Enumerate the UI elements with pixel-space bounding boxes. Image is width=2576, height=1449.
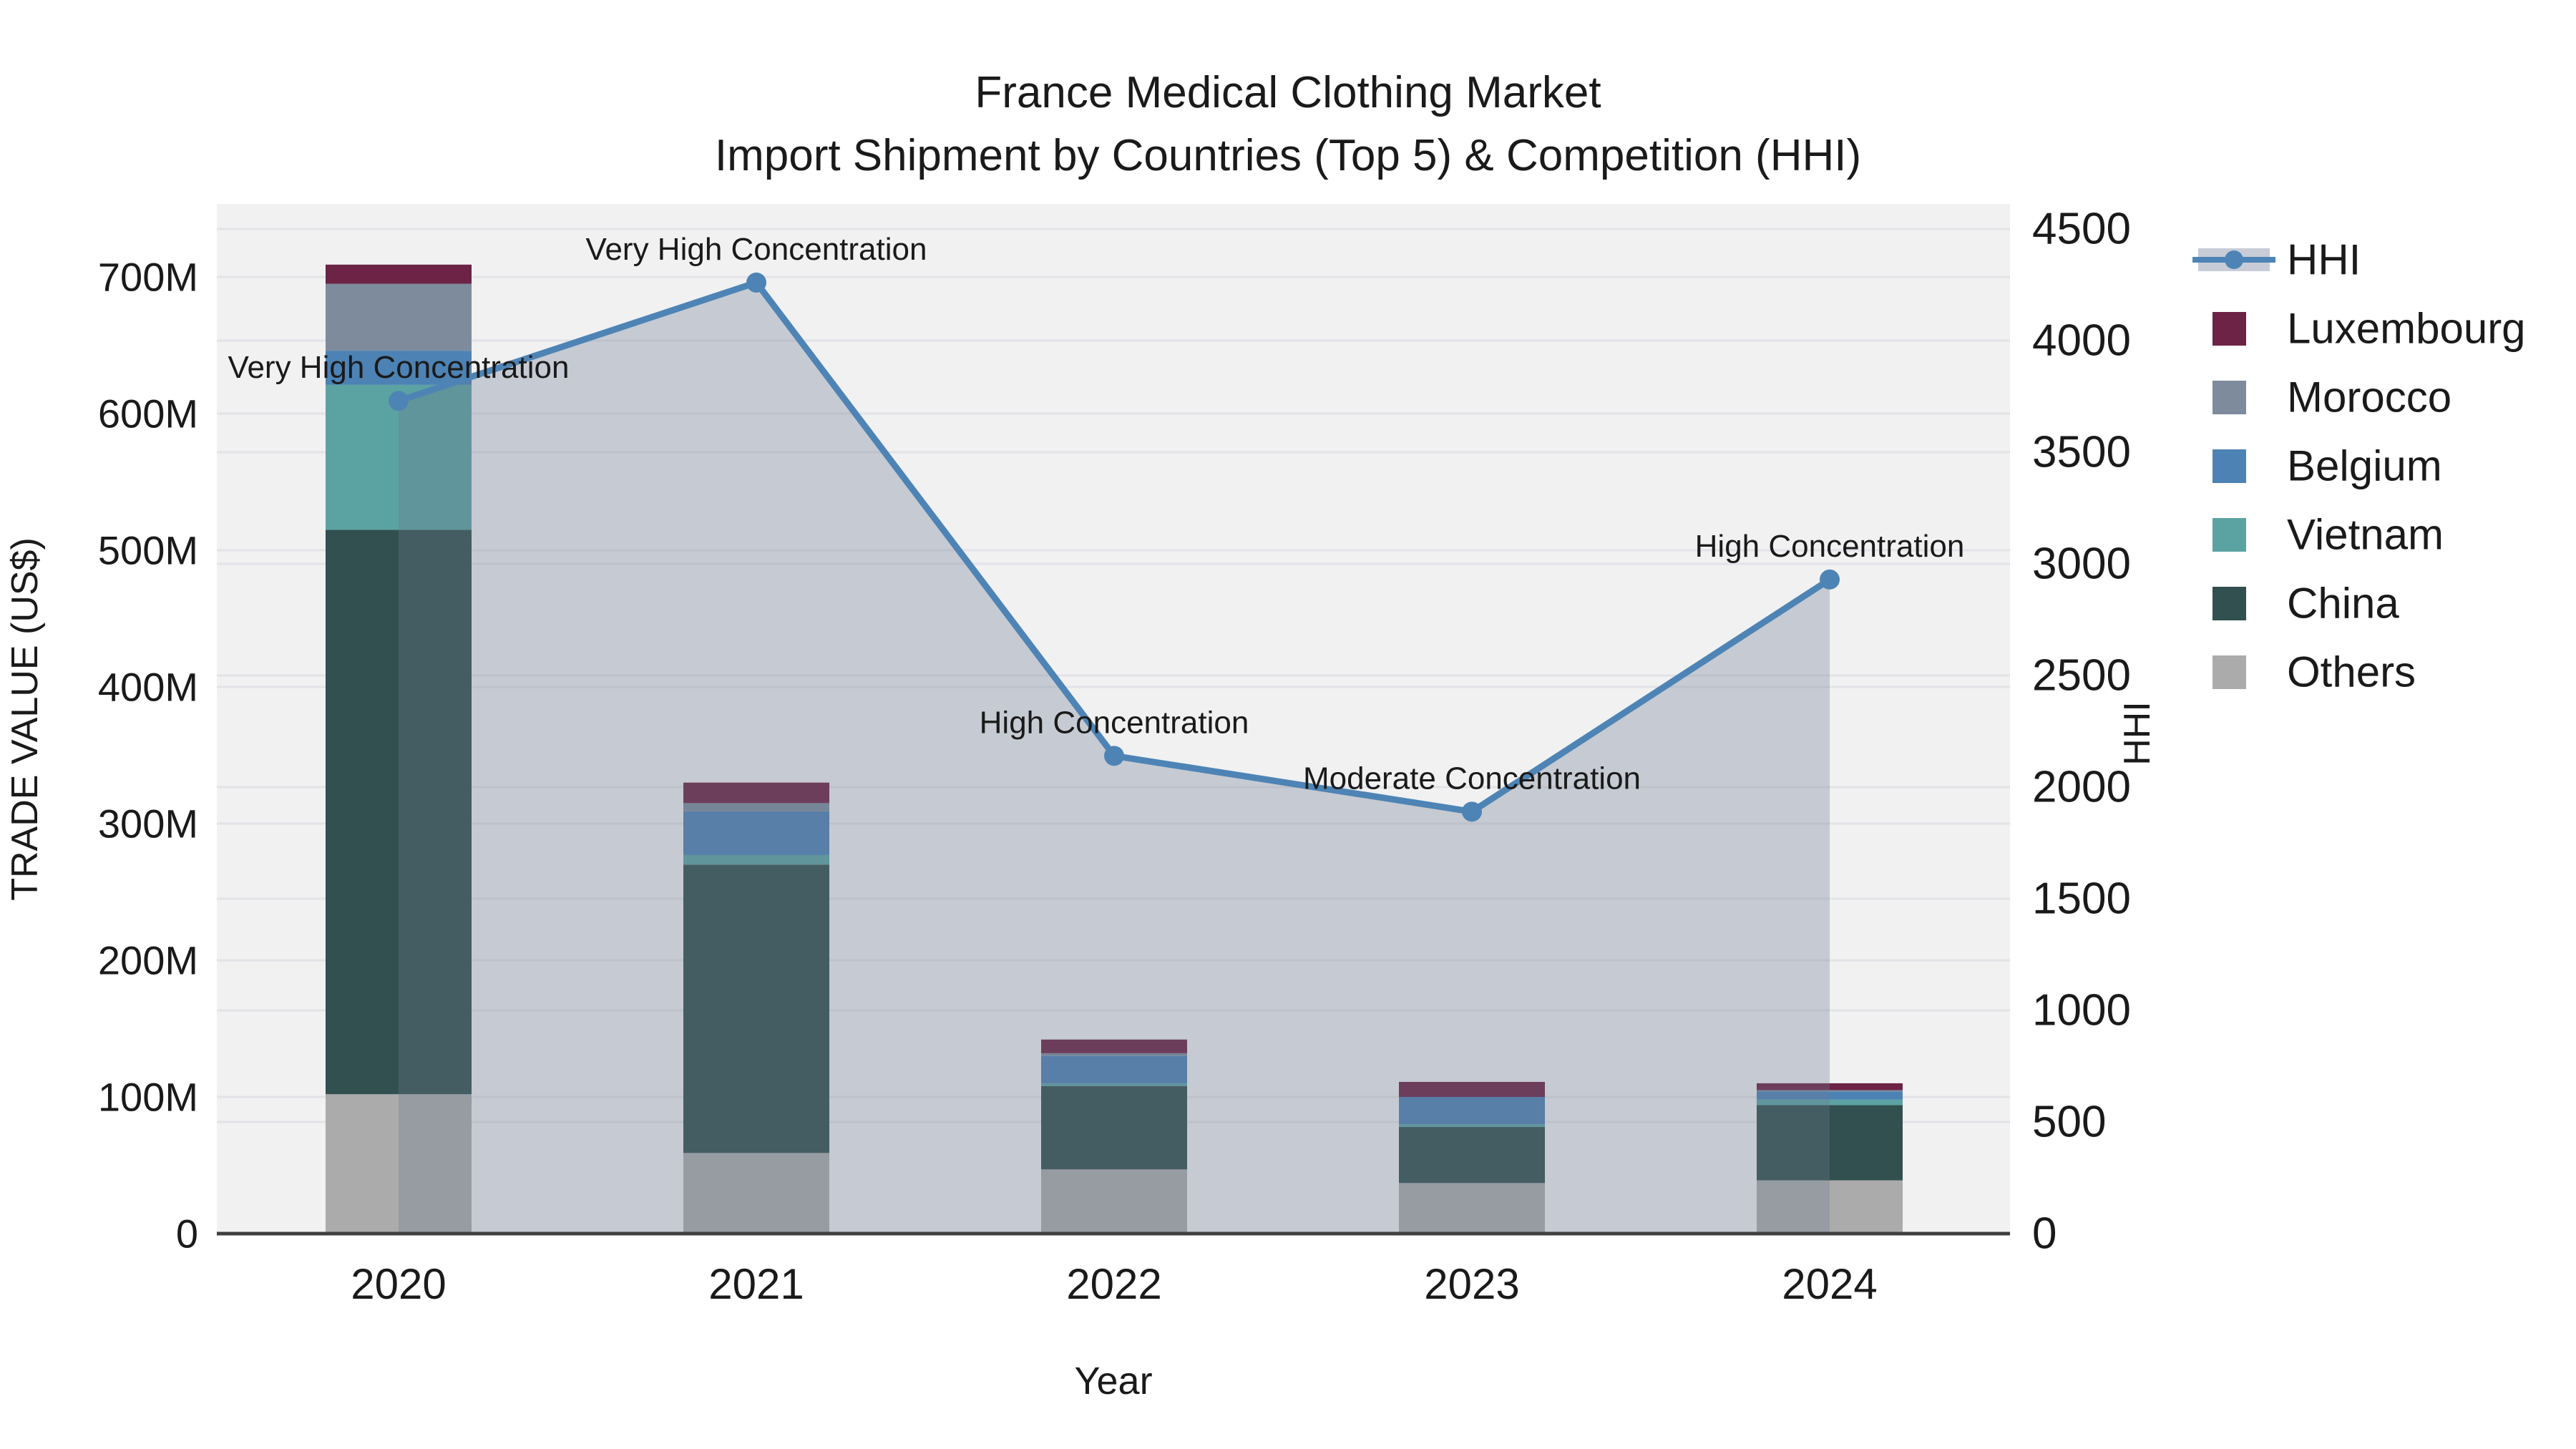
bar-segment-2021-vietnam	[683, 854, 829, 865]
bar-segment-2021-belgium	[683, 811, 829, 855]
x-tick-2022: 2022	[1066, 1260, 1161, 1308]
y-right-tick: 500	[2032, 1098, 2106, 1147]
y-right-tick: 1000	[2032, 986, 2131, 1035]
x-tick-2023: 2023	[1424, 1260, 1519, 1308]
y-left-tick: 400M	[98, 665, 198, 710]
y-right-tick: 3500	[2032, 428, 2131, 477]
y-right-tick: 0	[2032, 1209, 2057, 1259]
bar-segment-2022-luxembourg	[1041, 1039, 1187, 1053]
y-axis-title-right: HHI	[2117, 701, 2158, 766]
y-right-tick: 2500	[2032, 651, 2131, 701]
y-left-tick: 700M	[98, 255, 198, 300]
legend-label-belgium: Belgium	[2287, 442, 2442, 490]
bar-segment-2023-china	[1399, 1127, 1545, 1184]
hhi-point-2021	[746, 272, 766, 293]
legend-swatch-morocco	[2212, 381, 2246, 414]
legend-label-luxembourg: Luxembourg	[2287, 305, 2526, 353]
bar-segment-2020-others	[326, 1094, 472, 1234]
bar-segment-2021-china	[683, 864, 829, 1153]
bar-segment-2024-luxembourg	[1757, 1083, 1903, 1091]
bar-segment-2021-morocco	[683, 803, 829, 811]
bar-segment-2021-luxembourg	[683, 782, 829, 804]
bar-segment-2024-china	[1757, 1105, 1903, 1181]
legend-label-others: Others	[2287, 648, 2416, 696]
y-left-tick: 600M	[98, 391, 198, 436]
legend-swatch-china	[2212, 587, 2246, 620]
legend-item-others[interactable]: Others	[2212, 648, 2416, 696]
bar-segment-2022-belgium	[1041, 1055, 1187, 1083]
hhi-point-2023	[1462, 801, 1482, 822]
annotation-2022: High Concentration	[980, 705, 1249, 740]
legend-swatch-vietnam	[2212, 518, 2246, 552]
bar-segment-2023-others	[1399, 1183, 1545, 1234]
bar-segment-2022-china	[1041, 1085, 1187, 1170]
y-right-tick: 1500	[2032, 874, 2131, 924]
x-axis-title: Year	[1074, 1360, 1152, 1402]
legend-item-morocco[interactable]: Morocco	[2212, 374, 2451, 421]
bar-segment-2020-china	[326, 530, 472, 1095]
legend-label-morocco: Morocco	[2287, 374, 2451, 421]
y-left-tick: 500M	[98, 528, 198, 573]
hhi-point-2022	[1104, 746, 1124, 766]
annotation-2023: Moderate Concentration	[1303, 761, 1641, 796]
y-axis-title-left: TRADE VALUE (US$)	[4, 537, 46, 901]
annotation-2020: Very High Concentration	[228, 350, 570, 385]
bar-segment-2022-morocco	[1041, 1053, 1187, 1056]
bar-segment-2023-belgium	[1399, 1097, 1545, 1125]
y-right-tick: 4500	[2032, 205, 2131, 254]
bar-segment-2024-morocco	[1757, 1090, 1903, 1092]
bar-segment-2023-vietnam	[1399, 1124, 1545, 1128]
bar-segment-2023-luxembourg	[1399, 1081, 1545, 1097]
legend-item-vietnam[interactable]: Vietnam	[2212, 511, 2444, 559]
legend-swatch-belgium	[2212, 449, 2246, 483]
legend-item-hhi[interactable]: HHI	[2192, 236, 2361, 284]
chart-title-line1: France Medical Clothing Market	[975, 68, 1601, 117]
bar-segment-2022-others	[1041, 1169, 1187, 1234]
legend-swatch-luxembourg	[2212, 312, 2246, 346]
y-left-tick: 300M	[98, 801, 198, 847]
bar-segment-2024-vietnam	[1757, 1099, 1903, 1106]
bar-segment-2022-vietnam	[1041, 1083, 1187, 1086]
legend-label-vietnam: Vietnam	[2287, 511, 2444, 559]
hhi-point-2020	[389, 391, 409, 411]
y-right-tick: 3000	[2032, 540, 2131, 589]
bar-segment-2020-morocco	[326, 283, 472, 351]
legend-swatch-others	[2212, 655, 2246, 689]
y-left-tick: 100M	[98, 1075, 198, 1120]
bar-segment-2020-luxembourg	[326, 264, 472, 284]
legend-item-luxembourg[interactable]: Luxembourg	[2212, 305, 2526, 353]
legend-label-hhi: HHI	[2287, 236, 2361, 284]
y-left-tick: 0	[176, 1211, 198, 1257]
x-tick-2024: 2024	[1782, 1260, 1877, 1308]
y-left-tick: 200M	[98, 938, 198, 983]
x-tick-2021: 2021	[708, 1260, 804, 1308]
legend-item-belgium[interactable]: Belgium	[2212, 442, 2442, 490]
bar-segment-2020-belgium	[326, 351, 472, 385]
annotation-2024: High Concentration	[1695, 529, 1965, 564]
bar-segment-2024-belgium	[1757, 1091, 1903, 1100]
legend-hhi-marker	[2225, 250, 2243, 269]
legend-item-china[interactable]: China	[2212, 580, 2399, 628]
bar-segment-2021-others	[683, 1153, 829, 1234]
bar-segment-2024-others	[1757, 1180, 1903, 1234]
hhi-point-2024	[1820, 569, 1840, 590]
chart-title-line2: Import Shipment by Countries (Top 5) & C…	[715, 131, 1861, 180]
y-right-tick: 4000	[2032, 316, 2131, 366]
legend-label-china: China	[2287, 580, 2399, 628]
x-tick-2020: 2020	[351, 1260, 446, 1308]
annotation-2021: Very High Concentration	[586, 232, 927, 267]
y-right-tick: 2000	[2032, 763, 2131, 812]
